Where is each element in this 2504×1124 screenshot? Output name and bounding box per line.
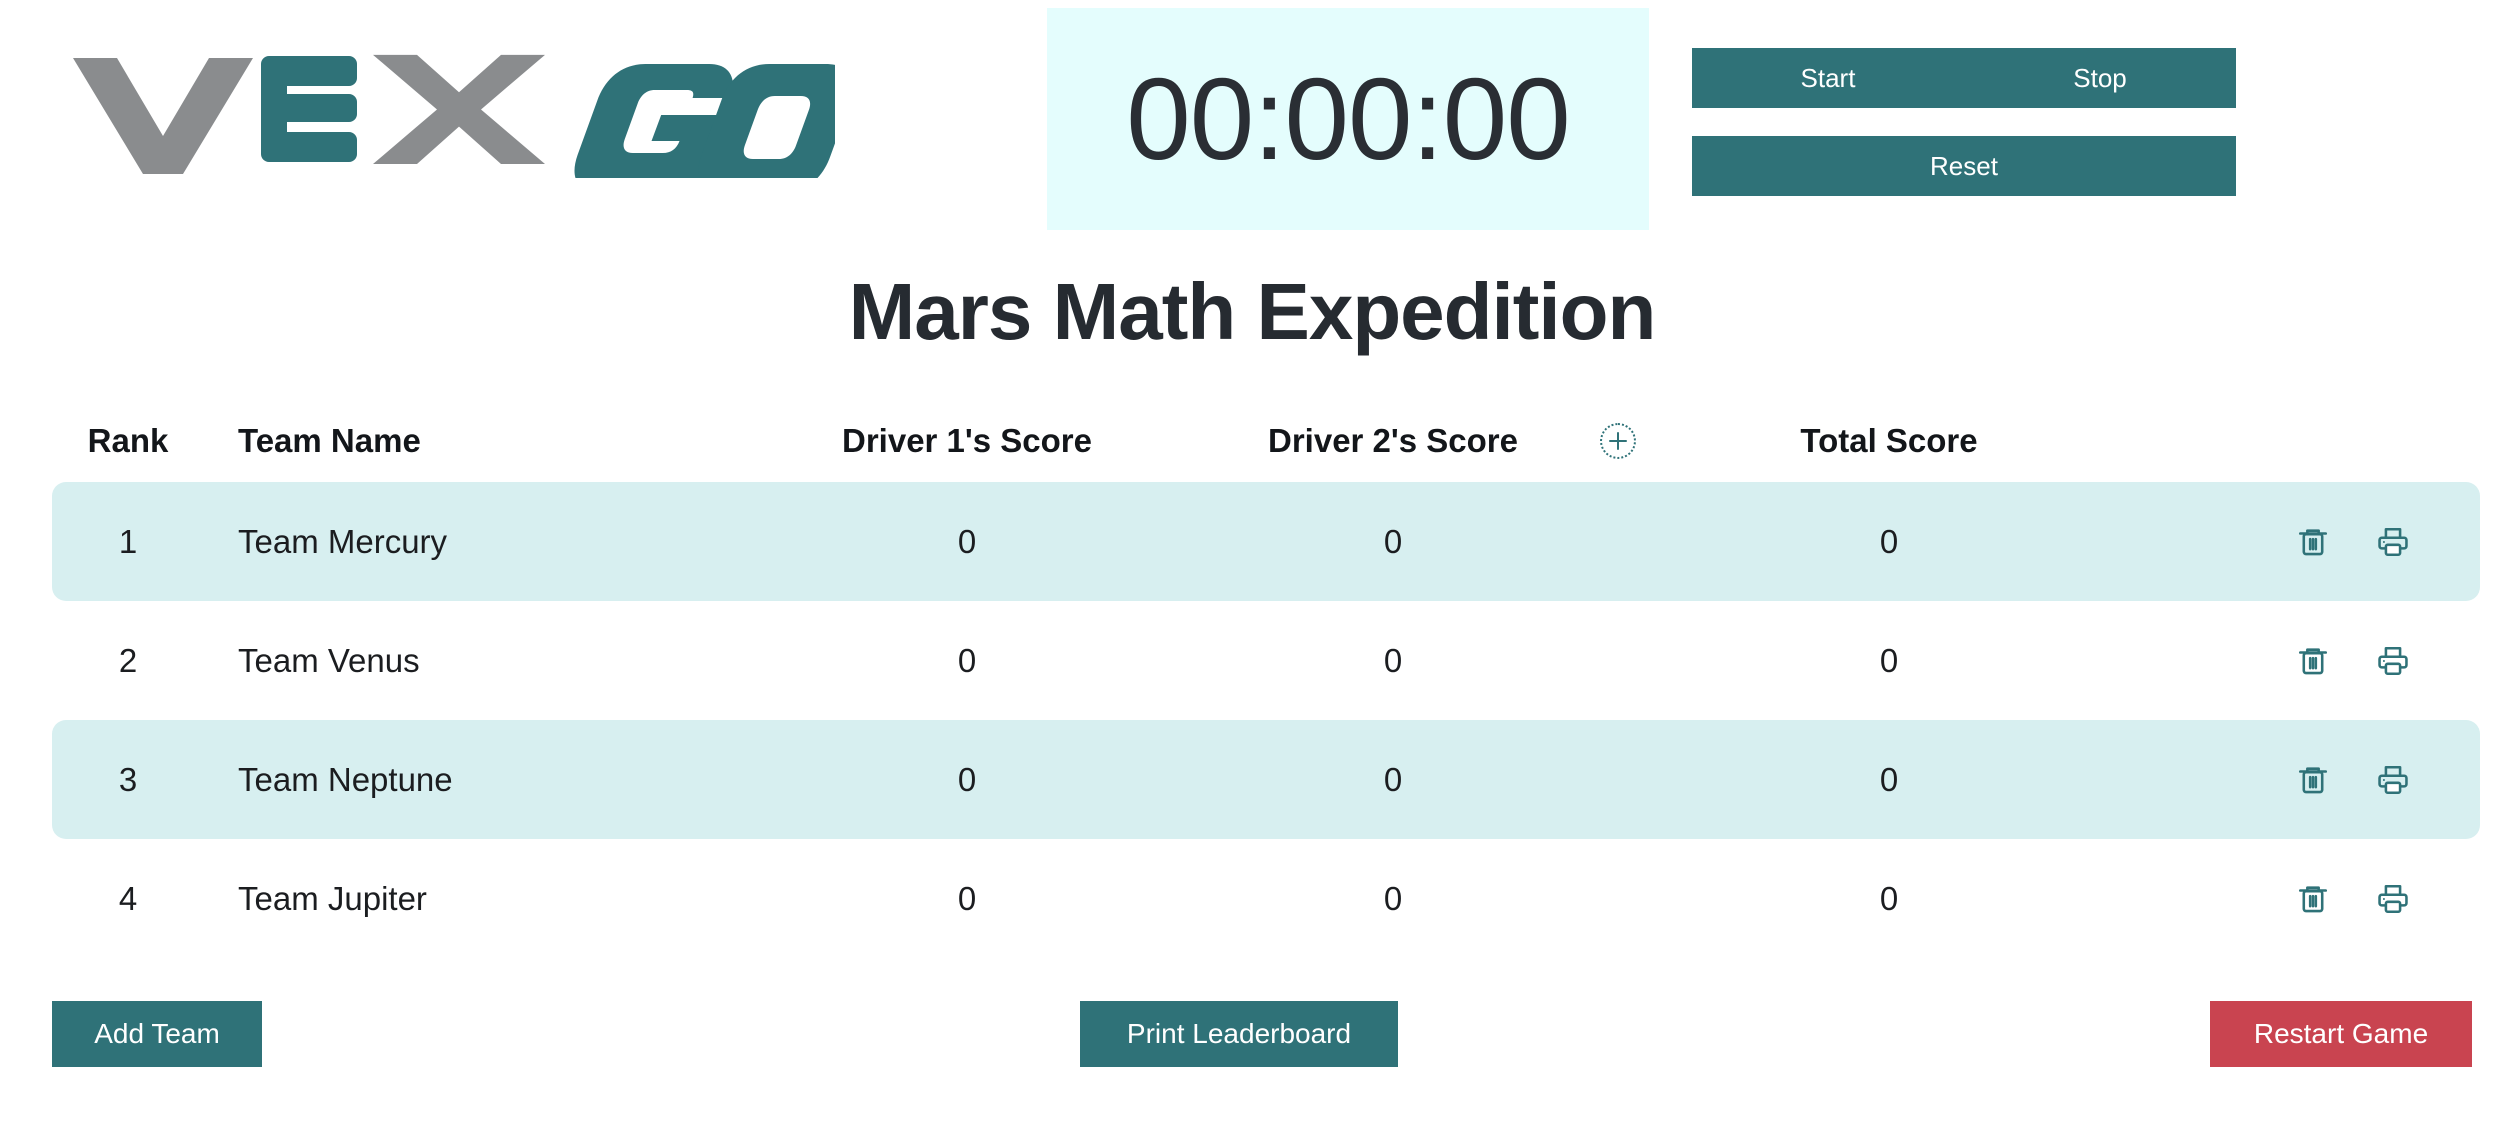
header-driver1: Driver 1's Score xyxy=(842,422,1092,459)
header-actions xyxy=(2292,400,2480,482)
trash-icon[interactable] xyxy=(2292,878,2334,920)
table-row[interactable]: 2 Team Venus 0 0 0 xyxy=(52,601,2480,720)
plus-circle-icon[interactable] xyxy=(1600,423,1636,459)
restart-game-button[interactable]: Restart Game xyxy=(2210,1001,2472,1067)
add-team-button[interactable]: Add Team xyxy=(52,1001,262,1067)
cell-spacer xyxy=(1558,839,1678,958)
cell-rank: 1 xyxy=(118,522,138,560)
trash-glyph xyxy=(2298,766,2328,793)
cell-total: 0 xyxy=(1879,641,1899,679)
table-header-row: Rank Team Name Driver 1's Score Driver 2… xyxy=(52,400,2480,482)
cell-actions xyxy=(2292,720,2480,839)
footer-actions: Add Team Print Leaderboard Restart Game xyxy=(0,1001,2504,1071)
cell-total: 0 xyxy=(1879,879,1899,917)
cell-driver1[interactable]: 0 xyxy=(957,522,977,560)
top-bar: 00:00:00 Start Stop Reset xyxy=(0,0,2504,232)
print-leaderboard-button[interactable]: Print Leaderboard xyxy=(1080,1001,1398,1067)
header-team-name: Team Name xyxy=(238,422,421,459)
start-button[interactable]: Start xyxy=(1692,48,1964,108)
timer-display: 00:00:00 xyxy=(1047,8,1649,230)
plus-glyph xyxy=(1609,432,1627,450)
cell-team-name[interactable]: Team Mercury xyxy=(238,522,448,560)
table-row[interactable]: 4 Team Jupiter 0 0 0 xyxy=(52,839,2480,958)
add-driver-cell xyxy=(1558,400,1678,482)
trash-icon[interactable] xyxy=(2292,521,2334,563)
reset-button[interactable]: Reset xyxy=(1692,136,2236,196)
trash-glyph xyxy=(2298,647,2328,674)
header-total: Total Score xyxy=(1800,422,1978,459)
cell-actions xyxy=(2292,601,2480,720)
trash-glyph xyxy=(2298,885,2328,912)
vex-go-logo xyxy=(55,38,835,178)
trash-icon[interactable] xyxy=(2292,759,2334,801)
printer-glyph xyxy=(2378,527,2408,556)
printer-icon[interactable] xyxy=(2372,521,2414,563)
cell-driver2[interactable]: 0 xyxy=(1383,522,1403,560)
printer-icon[interactable] xyxy=(2372,878,2414,920)
cell-rank: 2 xyxy=(118,641,138,679)
cell-total: 0 xyxy=(1879,522,1899,560)
printer-icon[interactable] xyxy=(2372,759,2414,801)
printer-glyph xyxy=(2378,646,2408,675)
trash-icon[interactable] xyxy=(2292,640,2334,682)
cell-rank: 3 xyxy=(118,760,138,798)
printer-glyph xyxy=(2378,884,2408,913)
cell-actions xyxy=(2292,482,2480,601)
cell-total: 0 xyxy=(1879,760,1899,798)
cell-driver1[interactable]: 0 xyxy=(957,879,977,917)
timer-value: 00:00:00 xyxy=(1126,54,1571,184)
cell-spacer xyxy=(1558,482,1678,601)
cell-driver2[interactable]: 0 xyxy=(1383,641,1403,679)
cell-spacer xyxy=(1558,720,1678,839)
trash-glyph xyxy=(2298,528,2328,555)
stop-button[interactable]: Stop xyxy=(1964,48,2236,108)
table-row[interactable]: 3 Team Neptune 0 0 0 xyxy=(52,720,2480,839)
page-title: Mars Math Expedition xyxy=(848,267,1657,356)
leaderboard-table: Rank Team Name Driver 1's Score Driver 2… xyxy=(0,400,2504,958)
cell-spacer xyxy=(1558,601,1678,720)
table-row[interactable]: 1 Team Mercury 0 0 0 xyxy=(52,482,2480,601)
cell-driver2[interactable]: 0 xyxy=(1383,879,1403,917)
cell-driver1[interactable]: 0 xyxy=(957,641,977,679)
cell-actions xyxy=(2292,839,2480,958)
cell-driver2[interactable]: 0 xyxy=(1383,760,1403,798)
cell-team-name[interactable]: Team Venus xyxy=(238,641,420,679)
cell-team-name[interactable]: Team Neptune xyxy=(238,760,453,798)
cell-driver1[interactable]: 0 xyxy=(957,760,977,798)
header-rank: Rank xyxy=(87,422,169,459)
vex-go-logo-mark xyxy=(73,54,835,178)
cell-team-name[interactable]: Team Jupiter xyxy=(238,879,427,917)
printer-icon[interactable] xyxy=(2372,640,2414,682)
cell-rank: 4 xyxy=(118,879,138,917)
header-driver2: Driver 2's Score xyxy=(1268,422,1518,459)
printer-glyph xyxy=(2378,765,2408,794)
